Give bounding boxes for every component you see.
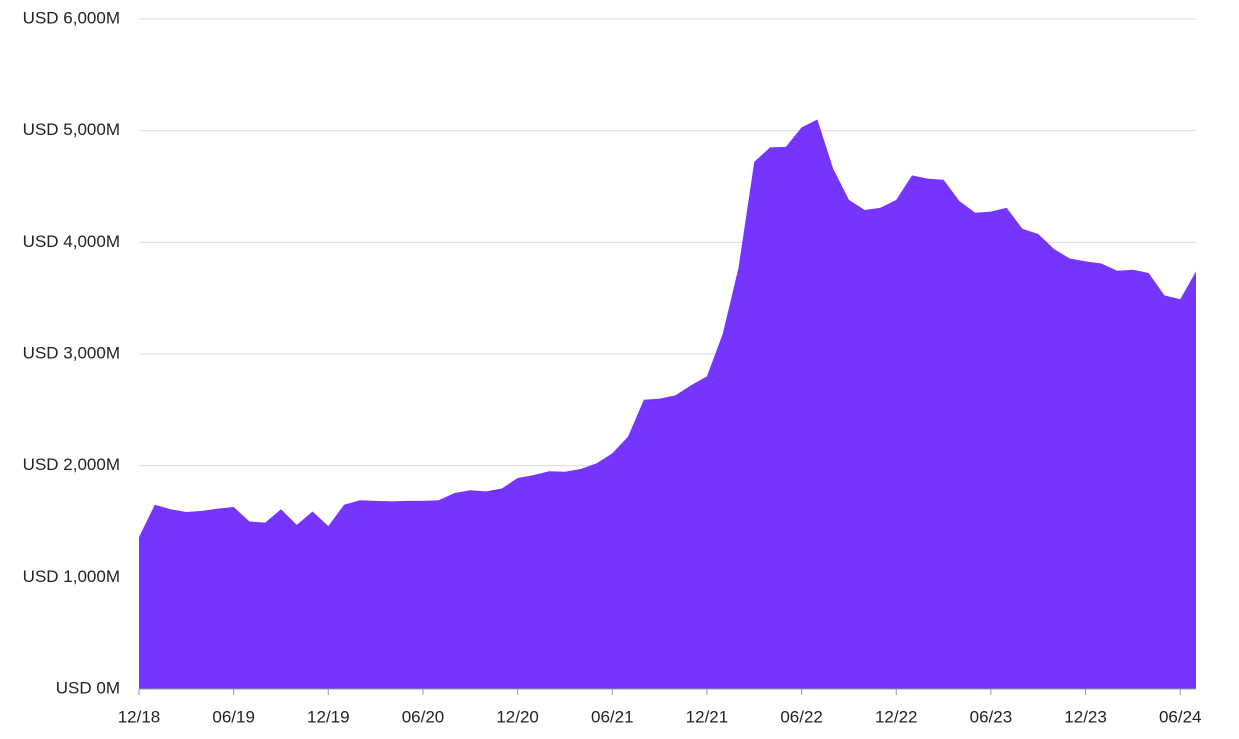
y-tick-label: USD 5,000M (23, 120, 120, 139)
x-tick-label: 12/18 (118, 707, 161, 726)
x-tick-label: 06/19 (212, 707, 255, 726)
x-tick-label: 12/19 (307, 707, 350, 726)
x-tick-label: 06/22 (780, 707, 823, 726)
y-tick-label: USD 4,000M (23, 232, 120, 251)
x-tick-label: 06/24 (1159, 707, 1202, 726)
x-tick-label: 06/23 (970, 707, 1013, 726)
y-tick-label: USD 3,000M (23, 343, 120, 362)
x-tick-label: 12/21 (686, 707, 729, 726)
y-tick-label: USD 6,000M (23, 8, 120, 27)
x-tick-label: 06/20 (402, 707, 445, 726)
y-tick-label: USD 2,000M (23, 455, 120, 474)
x-tick-label: 12/23 (1064, 707, 1107, 726)
x-tick-label: 12/22 (875, 707, 918, 726)
y-tick-label: USD 1,000M (23, 567, 120, 586)
area (139, 119, 1196, 689)
y-tick-label: USD 0M (56, 678, 120, 697)
x-tick-label: 06/21 (591, 707, 634, 726)
x-tick-label: 12/20 (496, 707, 539, 726)
